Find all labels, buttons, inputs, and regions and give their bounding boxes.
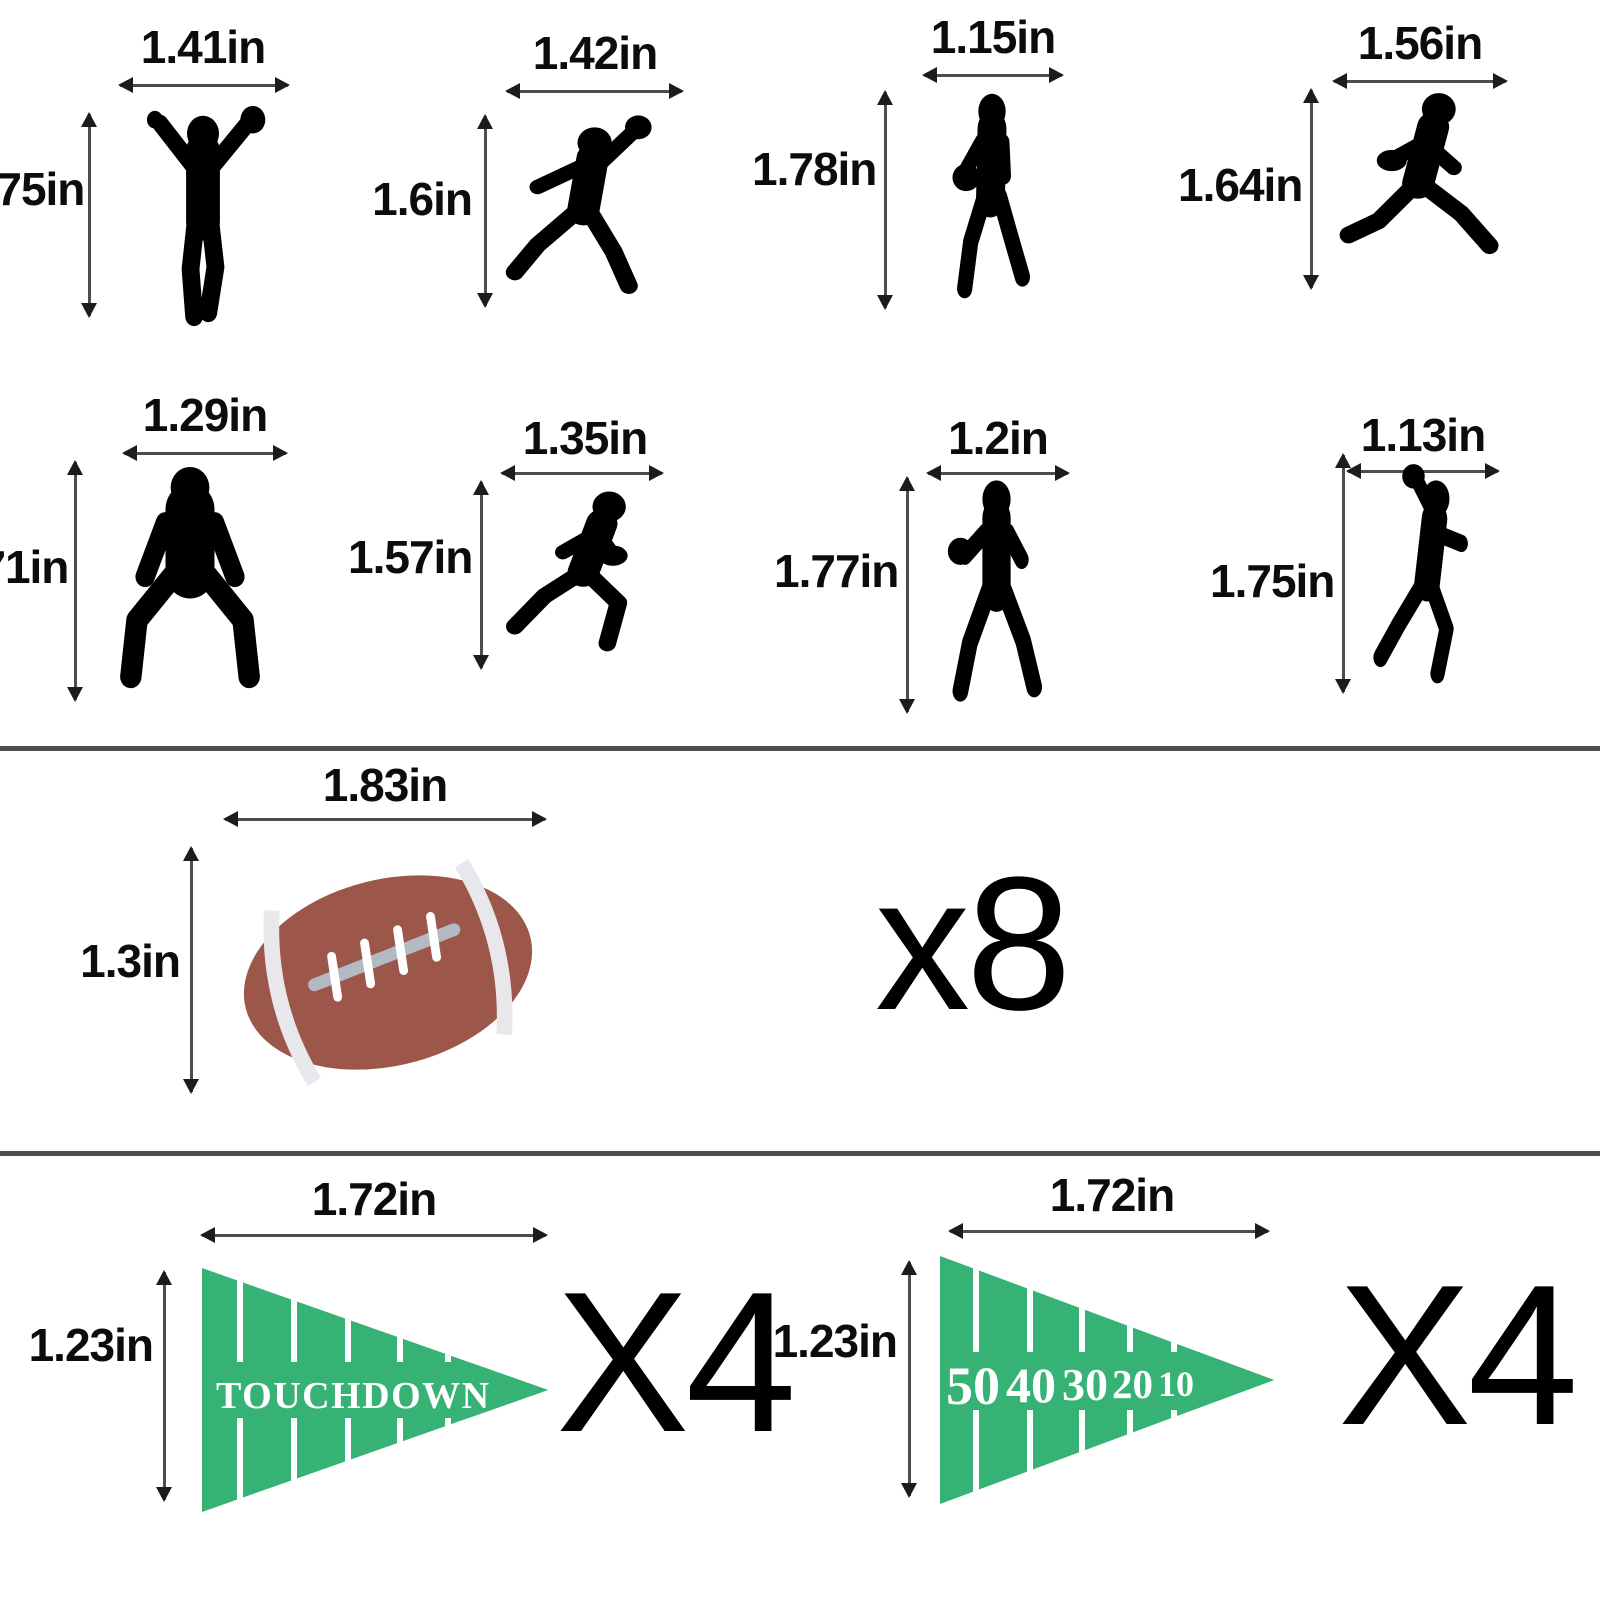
yard-pennant-count-label: X4 xyxy=(1338,1244,1579,1467)
player-6-height-arrow xyxy=(473,480,489,670)
player-3-height-label: 1.78in xyxy=(752,143,877,195)
player-4-width-label: 1.56in xyxy=(1357,17,1483,69)
player-6-width-label: 1.35in xyxy=(522,412,648,464)
touchdown-pennant-count-label: X4 xyxy=(556,1251,797,1474)
football-width-arrow xyxy=(223,811,547,827)
football-height-label: 1.3in xyxy=(80,935,181,987)
yard-number-40: 40 xyxy=(1006,1357,1056,1413)
football-graphic xyxy=(243,859,533,1086)
section-divider-2 xyxy=(0,1151,1600,1156)
player-4-width-arrow xyxy=(1332,73,1508,89)
player-6-silhouette xyxy=(506,491,628,652)
player-1-width-arrow xyxy=(118,77,290,93)
yard-number-30: 30 xyxy=(1062,1359,1108,1410)
player-2-height-arrow xyxy=(477,114,493,308)
player-5-width-label: 1.29in xyxy=(142,389,268,441)
football-count-label: x8 xyxy=(875,838,1072,1050)
player-7-width-label: 1.2in xyxy=(948,412,1049,464)
player-5-silhouette xyxy=(120,466,260,689)
player-4-silhouette xyxy=(1339,93,1499,255)
player-8-height-label: 1.75in xyxy=(1210,555,1335,607)
player-4-height-label: 1.64in xyxy=(1178,159,1303,211)
player-7-width-arrow xyxy=(926,465,1070,481)
yard-pennant-width-label: 1.72in xyxy=(1049,1169,1175,1221)
yard-number-50: 50 xyxy=(946,1356,1000,1416)
player-6-height-label: 1.57in xyxy=(348,531,473,583)
player-2-height-label: 1.6in xyxy=(372,173,473,225)
football-height-arrow xyxy=(183,846,199,1094)
player-7-silhouette xyxy=(947,480,1043,702)
yard-pennant-height-arrow xyxy=(901,1260,917,1498)
player-4-height-arrow xyxy=(1303,88,1319,290)
touchdown-pennant-width-label: 1.72in xyxy=(311,1173,437,1225)
yard-pennant-graphic: 50 40 30 20 10 xyxy=(940,1256,1274,1504)
section-divider-1 xyxy=(0,746,1600,751)
player-1-width-label: 1.41in xyxy=(140,21,266,73)
player-2-silhouette xyxy=(505,115,652,294)
player-2-width-arrow xyxy=(505,83,684,99)
player-1-height-label: 1.75in xyxy=(0,163,85,215)
player-5-height-arrow xyxy=(67,460,83,702)
player-8-height-arrow xyxy=(1335,453,1351,694)
player-3-height-arrow xyxy=(877,90,893,310)
touchdown-pennant-text: TOUCHDOWN xyxy=(216,1375,491,1417)
player-2-width-label: 1.42in xyxy=(532,27,658,79)
player-1-silhouette xyxy=(146,105,266,327)
player-7-height-arrow xyxy=(899,476,915,714)
player-1-height-arrow xyxy=(81,112,97,318)
player-7-height-label: 1.77in xyxy=(774,545,899,597)
touchdown-pennant-height-arrow xyxy=(156,1270,172,1502)
player-6-width-arrow xyxy=(500,465,664,481)
player-3-width-label: 1.15in xyxy=(930,11,1056,63)
player-5-width-arrow xyxy=(122,445,288,461)
touchdown-pennant-width-arrow xyxy=(200,1227,548,1243)
player-3-width-arrow xyxy=(922,67,1064,83)
yard-pennant-width-arrow xyxy=(948,1223,1270,1239)
player-8-silhouette xyxy=(1373,464,1468,684)
yard-number-20: 20 xyxy=(1112,1361,1153,1407)
player-3-silhouette xyxy=(952,93,1030,299)
touchdown-pennant-height-label: 1.23in xyxy=(28,1319,154,1371)
player-5-height-label: 1.71in xyxy=(0,541,69,593)
touchdown-pennant-graphic: TOUCHDOWN xyxy=(202,1268,548,1512)
player-8-width-label: 1.13in xyxy=(1360,409,1486,461)
yard-number-10: 10 xyxy=(1158,1364,1194,1404)
yard-pennant-height-label: 1.23in xyxy=(772,1315,898,1367)
football-width-label: 1.83in xyxy=(322,759,448,811)
